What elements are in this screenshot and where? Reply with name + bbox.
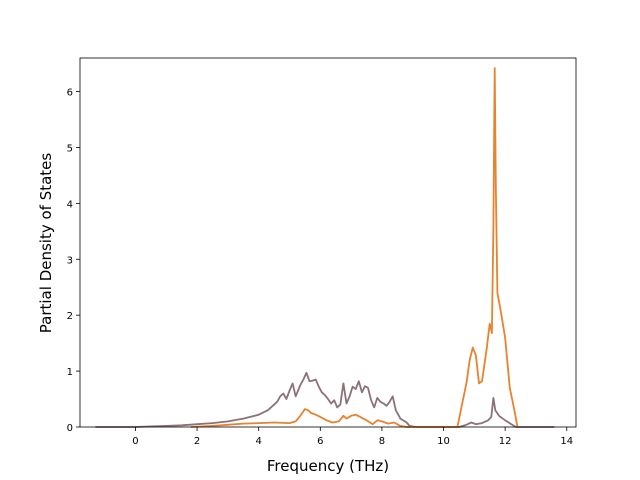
x-tick-label: 14 — [560, 436, 573, 447]
y-axis-ticks: 0 1 2 3 4 5 6 — [67, 88, 80, 434]
x-tick-label: 4 — [255, 436, 261, 447]
x-axis-ticks: 0 2 4 6 8 10 12 14 — [132, 427, 573, 447]
x-tick-label: 12 — [499, 436, 512, 447]
x-tick-label: 0 — [132, 436, 138, 447]
y-tick-label: 1 — [67, 367, 73, 378]
y-tick-label: 0 — [67, 423, 73, 434]
y-tick-label: 3 — [67, 255, 73, 266]
x-tick-label: 6 — [317, 436, 323, 447]
y-tick-label: 5 — [67, 143, 73, 154]
x-axis-label: Frequency (THz) — [267, 457, 389, 475]
plot-frame — [79, 57, 577, 428]
series-line-2 — [190, 67, 519, 428]
y-tick-label: 6 — [67, 88, 73, 99]
x-tick-label: 10 — [437, 436, 450, 447]
x-tick-label: 8 — [379, 436, 385, 447]
y-tick-label: 2 — [67, 311, 73, 322]
plot-layer — [95, 67, 555, 428]
series-line-1 — [95, 371, 555, 428]
y-axis-label: Partial Density of States — [37, 153, 55, 334]
y-tick-label: 4 — [67, 199, 73, 210]
x-tick-label: 2 — [194, 436, 200, 447]
